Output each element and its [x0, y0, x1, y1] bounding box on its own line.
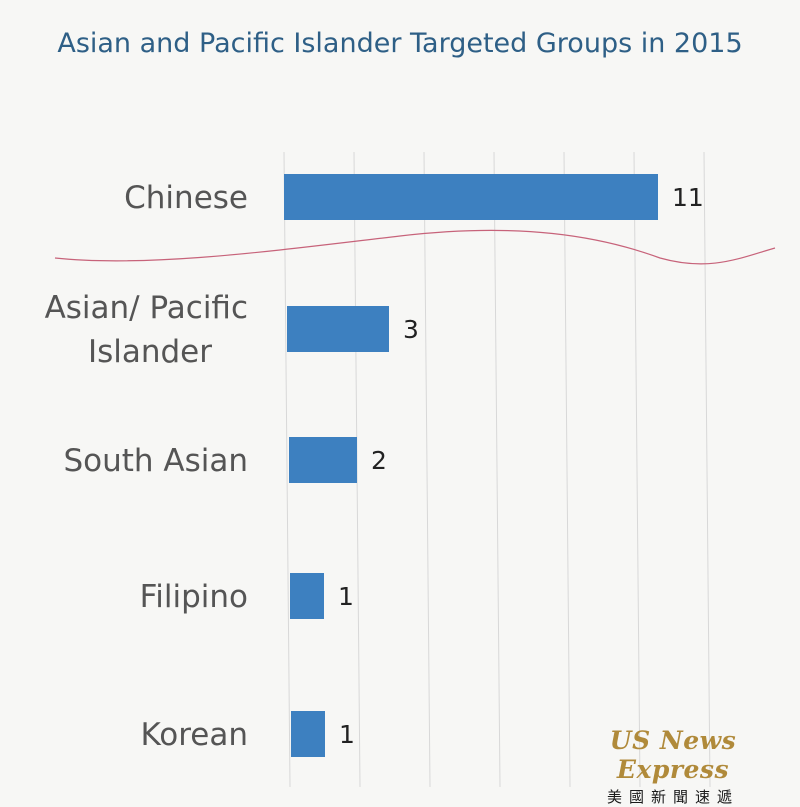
value-label-4: 1 — [339, 720, 355, 749]
value-label-1: 3 — [403, 315, 419, 344]
axis-break-line — [54, 229, 776, 265]
bar-south-asian — [289, 437, 357, 483]
category-label-0: Chinese — [124, 180, 248, 216]
bar-filipino — [290, 573, 324, 619]
watermark-english: US News Express — [609, 726, 737, 784]
bar-korean — [291, 711, 325, 757]
category-label-2: South Asian — [63, 443, 248, 479]
bar-chinese — [284, 174, 658, 220]
gridline-3 — [493, 151, 501, 787]
category-label-line: Asian/ Pacific — [45, 290, 248, 326]
bar-asian-pacific-islander — [287, 306, 389, 352]
category-label-line: Islander — [88, 334, 212, 370]
gridline-2 — [423, 151, 431, 787]
category-labels: Chinese Asian/ Pacific Islander South Asian… — [45, 180, 248, 753]
gridline-6 — [703, 151, 711, 787]
watermark-logo: US News Express 美國新聞速遞 — [558, 726, 788, 807]
category-label-line: Korean — [140, 717, 248, 753]
value-label-2: 2 — [371, 446, 387, 475]
value-label-3: 1 — [338, 582, 354, 611]
category-label-4: Korean — [140, 717, 248, 753]
category-label-line: Filipino — [140, 579, 248, 615]
category-label-line: South Asian — [63, 443, 248, 479]
bars — [284, 174, 658, 757]
gridline-0 — [283, 151, 291, 787]
gridline-5 — [633, 151, 641, 787]
chart-title: Asian and Pacific Islander Targeted Grou… — [57, 28, 743, 59]
gridline-4 — [563, 151, 571, 787]
category-label-3: Filipino — [140, 579, 248, 615]
category-label-1: Asian/ Pacific Islander — [45, 290, 248, 370]
watermark-chinese: 美國新聞速遞 — [606, 788, 739, 806]
bar-chart: Chinese Asian/ Pacific Islander South Asian… — [45, 151, 776, 787]
category-label-line: Chinese — [124, 180, 248, 216]
value-label-0: 11 — [672, 183, 704, 212]
